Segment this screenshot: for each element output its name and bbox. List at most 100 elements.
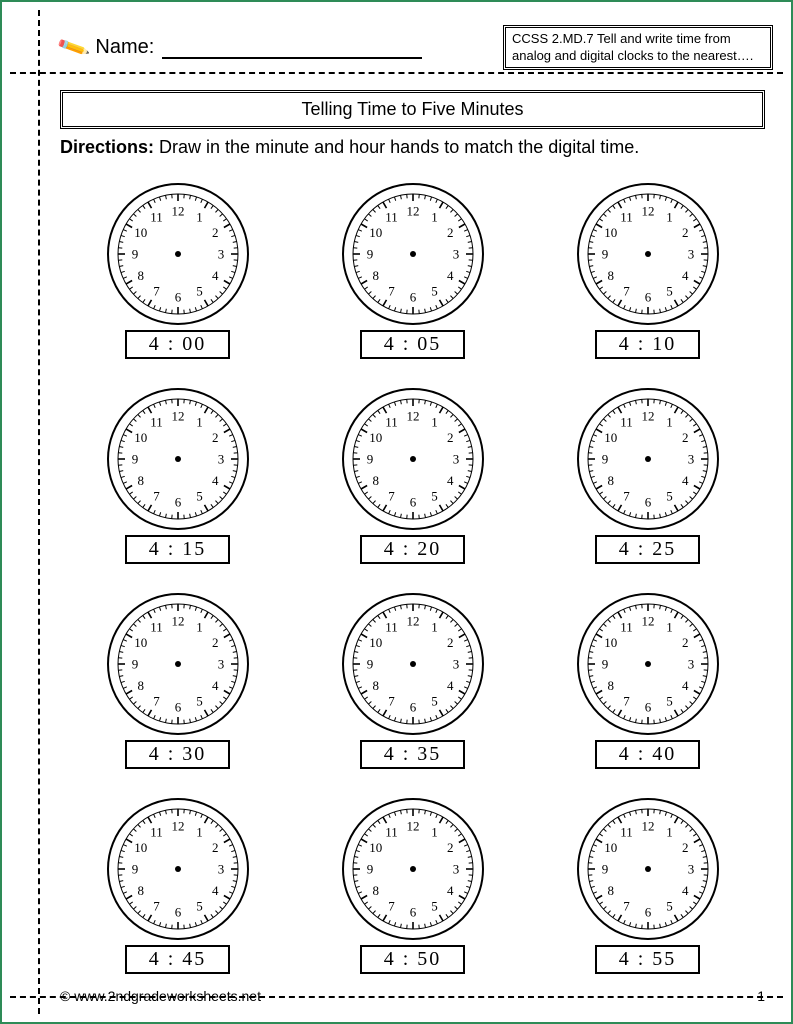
svg-text:7: 7 xyxy=(388,489,395,504)
svg-text:4: 4 xyxy=(681,678,688,693)
svg-text:5: 5 xyxy=(196,284,203,299)
svg-text:10: 10 xyxy=(604,635,617,650)
svg-text:12: 12 xyxy=(641,614,654,629)
pencil-icon: ✏️ xyxy=(56,30,92,65)
svg-text:1: 1 xyxy=(196,619,203,634)
svg-text:3: 3 xyxy=(452,247,459,262)
worksheet-page: ✏️ Name: CCSS 2.MD.7 Tell and write time… xyxy=(10,10,783,1014)
svg-text:5: 5 xyxy=(431,899,438,914)
svg-text:6: 6 xyxy=(409,495,416,510)
svg-text:8: 8 xyxy=(137,473,144,488)
svg-text:7: 7 xyxy=(153,284,160,299)
svg-text:4: 4 xyxy=(211,268,218,283)
svg-text:8: 8 xyxy=(137,678,144,693)
svg-text:5: 5 xyxy=(666,899,673,914)
clock-cell: 1212345678910114 : 30 xyxy=(60,578,295,783)
name-input-line[interactable] xyxy=(162,37,422,59)
svg-text:7: 7 xyxy=(153,694,160,709)
digital-time: 4 : 10 xyxy=(595,330,701,359)
clock-cell: 1212345678910114 : 50 xyxy=(295,783,530,988)
svg-text:2: 2 xyxy=(681,840,688,855)
standard-box: CCSS 2.MD.7 Tell and write time from ana… xyxy=(503,25,773,70)
clock-cell: 1212345678910114 : 00 xyxy=(60,168,295,373)
svg-text:8: 8 xyxy=(607,883,614,898)
svg-text:1: 1 xyxy=(431,209,438,224)
svg-text:12: 12 xyxy=(406,409,419,424)
svg-text:1: 1 xyxy=(431,414,438,429)
svg-text:5: 5 xyxy=(196,489,203,504)
svg-text:2: 2 xyxy=(446,635,453,650)
clock-cell: 1212345678910114 : 05 xyxy=(295,168,530,373)
svg-text:3: 3 xyxy=(217,862,224,877)
svg-text:1: 1 xyxy=(196,414,203,429)
svg-text:11: 11 xyxy=(150,209,163,224)
svg-text:6: 6 xyxy=(409,290,416,305)
svg-text:10: 10 xyxy=(369,430,382,445)
svg-text:4: 4 xyxy=(681,473,688,488)
svg-text:4: 4 xyxy=(681,883,688,898)
svg-text:9: 9 xyxy=(601,452,608,467)
svg-text:5: 5 xyxy=(431,284,438,299)
svg-text:10: 10 xyxy=(604,225,617,240)
svg-text:8: 8 xyxy=(372,473,379,488)
svg-text:11: 11 xyxy=(620,619,633,634)
svg-text:11: 11 xyxy=(150,414,163,429)
svg-text:5: 5 xyxy=(196,694,203,709)
svg-text:8: 8 xyxy=(607,268,614,283)
clock-cell: 1212345678910114 : 15 xyxy=(60,373,295,578)
svg-text:9: 9 xyxy=(601,862,608,877)
svg-text:12: 12 xyxy=(406,819,419,834)
clock-cell: 1212345678910114 : 20 xyxy=(295,373,530,578)
svg-text:11: 11 xyxy=(620,209,633,224)
footer: © www.2ndgradeworksheets.net 1 xyxy=(60,988,765,1004)
svg-text:1: 1 xyxy=(666,414,673,429)
clock-cell: 1212345678910114 : 40 xyxy=(530,578,765,783)
svg-text:1: 1 xyxy=(666,209,673,224)
digital-time: 4 : 50 xyxy=(360,945,466,974)
svg-text:12: 12 xyxy=(171,614,184,629)
digital-time: 4 : 00 xyxy=(125,330,231,359)
svg-text:11: 11 xyxy=(620,824,633,839)
svg-text:5: 5 xyxy=(666,489,673,504)
svg-text:2: 2 xyxy=(211,225,218,240)
svg-text:7: 7 xyxy=(623,694,630,709)
svg-text:4: 4 xyxy=(446,678,453,693)
svg-text:3: 3 xyxy=(452,657,459,672)
svg-text:6: 6 xyxy=(644,905,651,920)
svg-text:1: 1 xyxy=(196,824,203,839)
svg-text:10: 10 xyxy=(134,635,147,650)
svg-text:8: 8 xyxy=(372,883,379,898)
svg-text:12: 12 xyxy=(171,409,184,424)
digital-time: 4 : 25 xyxy=(595,535,701,564)
svg-text:8: 8 xyxy=(372,678,379,693)
svg-text:5: 5 xyxy=(666,694,673,709)
svg-text:5: 5 xyxy=(196,899,203,914)
svg-text:10: 10 xyxy=(604,430,617,445)
svg-text:10: 10 xyxy=(134,840,147,855)
svg-text:1: 1 xyxy=(666,824,673,839)
svg-text:4: 4 xyxy=(446,268,453,283)
svg-text:6: 6 xyxy=(644,290,651,305)
directions-label: Directions: xyxy=(60,137,154,157)
digital-time: 4 : 20 xyxy=(360,535,466,564)
svg-text:9: 9 xyxy=(131,657,138,672)
clock-cell: 1212345678910114 : 55 xyxy=(530,783,765,988)
cut-line-left xyxy=(38,10,40,1014)
page-number: 1 xyxy=(757,988,765,1004)
svg-text:4: 4 xyxy=(446,473,453,488)
svg-text:3: 3 xyxy=(217,247,224,262)
svg-text:2: 2 xyxy=(446,840,453,855)
svg-text:9: 9 xyxy=(366,452,373,467)
svg-text:2: 2 xyxy=(681,430,688,445)
svg-text:2: 2 xyxy=(681,225,688,240)
svg-text:2: 2 xyxy=(211,840,218,855)
svg-text:3: 3 xyxy=(687,862,694,877)
svg-text:12: 12 xyxy=(171,204,184,219)
svg-text:6: 6 xyxy=(409,905,416,920)
svg-text:7: 7 xyxy=(623,284,630,299)
clock-cell: 1212345678910114 : 45 xyxy=(60,783,295,988)
clock-grid: 1212345678910114 : 001212345678910114 : … xyxy=(60,168,765,988)
svg-text:11: 11 xyxy=(385,824,398,839)
svg-text:3: 3 xyxy=(217,452,224,467)
directions-text: Draw in the minute and hour hands to mat… xyxy=(154,137,639,157)
